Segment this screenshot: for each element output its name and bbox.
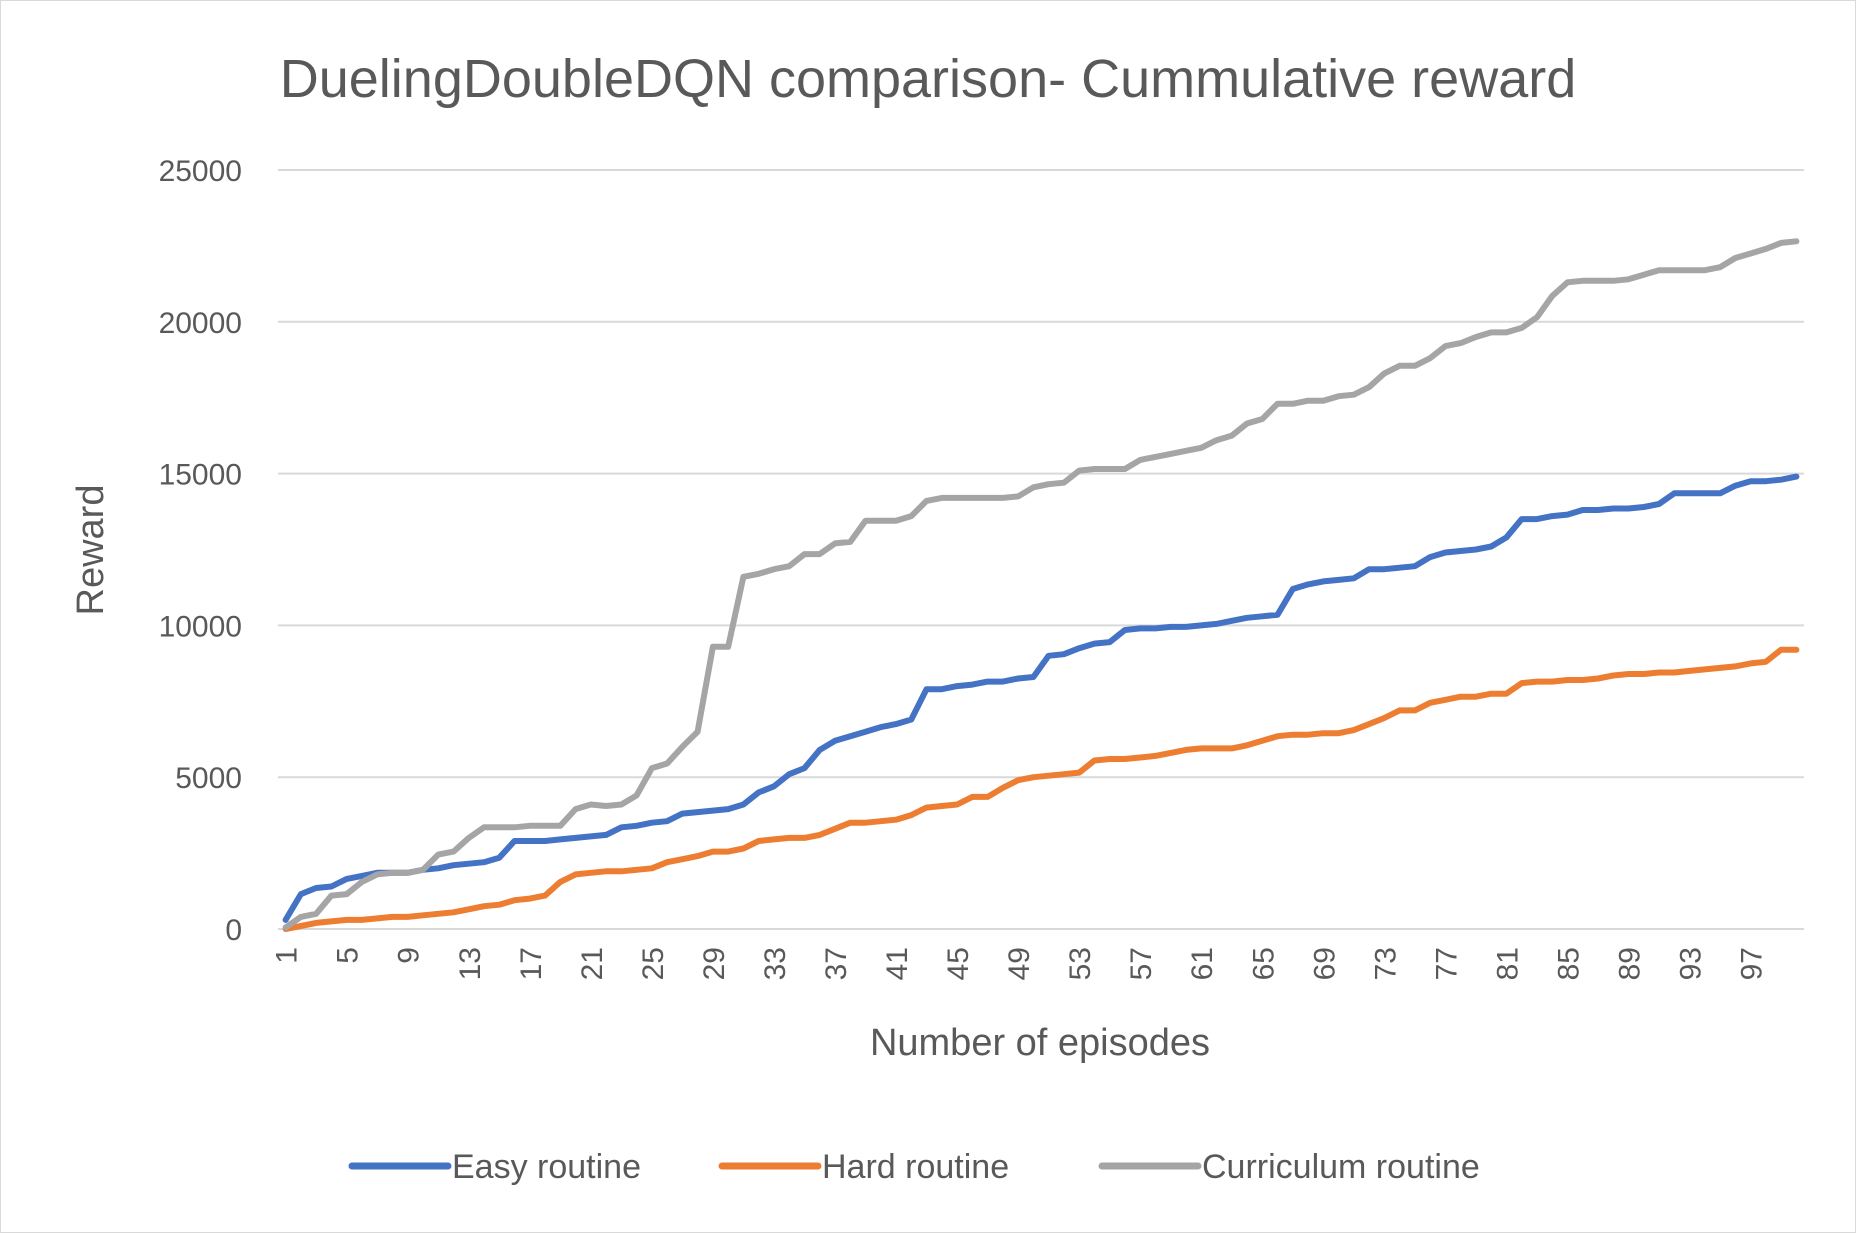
x-tick-label: 37 (820, 947, 853, 980)
x-tick-label: 93 (1675, 947, 1708, 980)
chart-title: DuelingDoubleDQN comparison- Cummulative… (280, 49, 1577, 109)
x-tick-label: 33 (759, 947, 792, 980)
gridlines (278, 169, 1804, 779)
x-tick-label: 49 (1003, 947, 1036, 980)
x-tick-label: 89 (1614, 947, 1647, 980)
x-axis-title: Number of episodes (870, 1022, 1210, 1064)
y-tick-label: 20000 (159, 307, 242, 340)
x-tick-label: 57 (1125, 947, 1158, 980)
legend-label: Hard routine (822, 1148, 1009, 1186)
series-lines (282, 238, 1800, 932)
y-tick-label: 0 (225, 914, 242, 947)
x-tick-label: 61 (1186, 947, 1219, 980)
legend: Easy routine Hard routine Curriculum routi… (348, 1148, 1480, 1186)
x-tick-label: 73 (1369, 947, 1402, 980)
x-tick-label: 25 (637, 947, 670, 980)
x-tick-label: 9 (393, 947, 426, 964)
x-tick-label: 97 (1736, 947, 1769, 980)
y-tick-label: 5000 (175, 762, 242, 795)
y-axis-title: Reward (70, 485, 112, 616)
x-tick-label: 69 (1308, 947, 1341, 980)
y-axis-ticks: 0 5000 10000 15000 20000 25000 (159, 155, 242, 947)
x-tick-label: 1 (271, 947, 304, 964)
y-tick-label: 25000 (159, 155, 242, 188)
y-tick-label: 10000 (159, 610, 242, 643)
x-tick-label: 29 (698, 947, 731, 980)
x-tick-label: 77 (1430, 947, 1463, 980)
legend-label: Curriculum routine (1202, 1148, 1480, 1186)
x-tick-label: 45 (942, 947, 975, 980)
x-tick-label: 53 (1064, 947, 1097, 980)
y-tick-label: 15000 (159, 459, 242, 492)
legend-label: Easy routine (452, 1148, 641, 1186)
x-tick-label: 13 (454, 947, 487, 980)
x-tick-label: 85 (1552, 947, 1585, 980)
x-tick-label: 41 (881, 947, 914, 980)
x-tick-label: 21 (576, 947, 609, 980)
x-axis-ticks: 1 5 9 13 17 21 25 29 33 37 41 45 49 53 57 61 65 69 73 77 81 8… (271, 947, 1769, 980)
x-tick-label: 81 (1491, 947, 1524, 980)
x-tick-label: 17 (515, 947, 548, 980)
x-tick-label: 65 (1247, 947, 1280, 980)
series-line-1 (282, 473, 1800, 923)
series-line-2 (282, 646, 1800, 932)
x-tick-label: 5 (332, 947, 365, 964)
series-line-3 (282, 238, 1800, 931)
